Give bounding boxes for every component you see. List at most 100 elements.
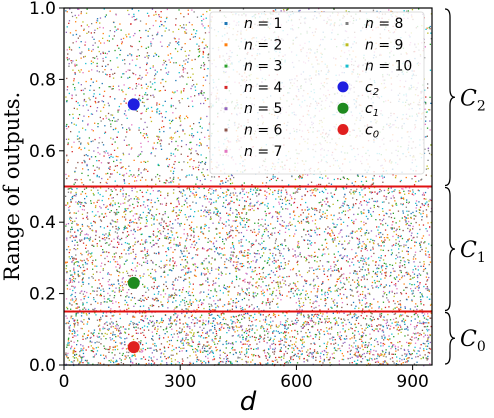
scatter-dot bbox=[233, 248, 235, 250]
scatter-dot bbox=[145, 168, 147, 171]
scatter-dot bbox=[344, 283, 346, 285]
scatter-dot bbox=[316, 275, 318, 278]
scatter-dot bbox=[411, 290, 413, 292]
scatter-dot bbox=[151, 246, 153, 248]
scatter-dot bbox=[84, 147, 86, 149]
scatter-dot bbox=[265, 182, 268, 184]
scatter-dot bbox=[109, 222, 112, 224]
scatter-dot bbox=[138, 129, 140, 131]
scatter-dot bbox=[239, 269, 241, 271]
scatter-dot bbox=[142, 275, 144, 277]
scatter-dot bbox=[199, 180, 201, 182]
scatter-dot bbox=[207, 68, 209, 70]
scatter-dot bbox=[233, 176, 235, 179]
scatter-dot bbox=[169, 127, 171, 129]
scatter-dot bbox=[292, 269, 294, 271]
scatter-dot bbox=[117, 226, 120, 228]
scatter-dot bbox=[186, 233, 189, 235]
scatter-dot bbox=[145, 83, 147, 85]
scatter-dot bbox=[321, 290, 323, 292]
scatter-dot bbox=[85, 80, 87, 83]
scatter-dot bbox=[247, 261, 249, 263]
scatter-dot bbox=[273, 287, 275, 289]
scatter-dot bbox=[67, 53, 69, 55]
scatter-dot bbox=[156, 104, 158, 106]
scatter-dot bbox=[387, 192, 389, 194]
scatter-dot bbox=[74, 179, 76, 181]
scatter-dot bbox=[167, 73, 169, 75]
scatter-dot bbox=[201, 284, 203, 286]
scatter-dot bbox=[198, 45, 200, 47]
scatter-dot bbox=[173, 62, 175, 64]
scatter-dot bbox=[138, 127, 140, 129]
scatter-dot bbox=[258, 285, 260, 287]
scatter-dot bbox=[285, 189, 287, 191]
scatter-dot bbox=[202, 56, 204, 58]
scatter-dot bbox=[200, 209, 202, 211]
scatter-dot bbox=[305, 216, 307, 218]
scatter-dot bbox=[282, 279, 284, 281]
scatter-dot bbox=[427, 159, 429, 161]
scatter-dot bbox=[68, 22, 70, 24]
scatter-dot bbox=[107, 235, 109, 237]
scatter-dot bbox=[270, 233, 272, 235]
scatter-dot bbox=[334, 285, 336, 287]
scatter-dot bbox=[181, 192, 184, 195]
scatter-dot bbox=[147, 98, 149, 100]
scatter-dot bbox=[194, 95, 196, 97]
scatter-dot bbox=[414, 245, 416, 247]
scatter-dot bbox=[232, 220, 234, 222]
scatter-dot bbox=[191, 9, 193, 11]
scatter-dot bbox=[222, 305, 224, 308]
scatter-dot bbox=[146, 63, 148, 66]
scatter-dot bbox=[239, 252, 241, 254]
scatter-dot bbox=[152, 65, 154, 67]
scatter-dot bbox=[427, 205, 430, 208]
scatter-dot bbox=[100, 42, 102, 44]
scatter-dot bbox=[265, 213, 267, 215]
scatter-dot bbox=[83, 28, 85, 30]
scatter-dot bbox=[221, 248, 223, 250]
scatter-dot bbox=[246, 221, 248, 223]
scatter-dot bbox=[368, 257, 370, 259]
scatter-dot bbox=[92, 61, 94, 64]
scatter-dot bbox=[112, 204, 114, 206]
scatter-dot bbox=[218, 267, 220, 269]
scatter-dot bbox=[160, 260, 162, 262]
scatter-dot bbox=[99, 182, 102, 184]
scatter-dot bbox=[202, 174, 204, 176]
scatter-dot bbox=[360, 204, 363, 206]
scatter-dot bbox=[354, 256, 356, 258]
scatter-dot bbox=[344, 288, 347, 290]
scatter-dot bbox=[222, 192, 224, 194]
scatter-dot bbox=[299, 176, 301, 178]
scatter-dot bbox=[145, 239, 147, 241]
scatter-dot bbox=[72, 113, 74, 115]
scatter-dot bbox=[163, 264, 165, 267]
scatter-dot bbox=[93, 215, 96, 217]
scatter-dot bbox=[114, 141, 116, 143]
scatter-dot bbox=[129, 129, 131, 131]
scatter-dot bbox=[160, 24, 163, 26]
scatter-dot bbox=[65, 173, 67, 176]
scatter-dot bbox=[237, 261, 239, 263]
scatter-dot bbox=[158, 14, 160, 16]
scatter-dot bbox=[177, 236, 179, 238]
scatter-dot bbox=[276, 220, 279, 222]
scatter-dot bbox=[203, 248, 205, 250]
scatter-dot bbox=[198, 93, 200, 95]
scatter-dot bbox=[133, 159, 135, 161]
scatter-dot bbox=[219, 9, 221, 12]
scatter-dot bbox=[109, 284, 111, 286]
scatter-dot bbox=[182, 266, 185, 268]
scatter-dot bbox=[206, 169, 208, 171]
scatter-dot bbox=[93, 297, 95, 299]
scatter-dot bbox=[192, 105, 194, 108]
scatter-dot bbox=[109, 10, 111, 12]
scatter-dot bbox=[349, 233, 352, 235]
scatter-dot bbox=[141, 176, 143, 179]
scatter-dot bbox=[379, 259, 381, 262]
scatter-dot bbox=[213, 245, 215, 248]
scatter-dot bbox=[142, 250, 144, 252]
scatter-dot bbox=[137, 226, 139, 228]
